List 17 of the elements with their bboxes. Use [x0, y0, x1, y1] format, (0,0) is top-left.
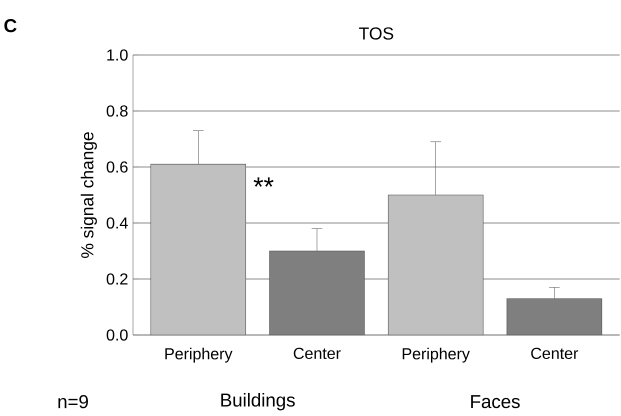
y-tick-label: 0.8 [106, 105, 128, 117]
x-tick-label: Center [294, 348, 341, 360]
x-tick-label: Center [531, 348, 578, 360]
y-tick-label: 0.6 [106, 161, 128, 173]
text: n=9 [58, 395, 88, 408]
y-tick-label: 1.0 [107, 49, 128, 61]
y-axis-title: % signal change [80, 132, 97, 258]
x-tick-label: Periphery [165, 348, 232, 363]
text: Buildings [221, 392, 295, 410]
annotation: ** [254, 177, 274, 187]
y-tick-label: 0.0 [106, 329, 128, 341]
text: C [4, 19, 17, 32]
y-tick-label: 0.2 [106, 273, 128, 285]
text: Faces [471, 395, 520, 408]
chart-title: TOS [359, 27, 394, 40]
x-tick-label: Periphery [402, 348, 470, 363]
y-tick-label: 0.4 [106, 217, 128, 229]
